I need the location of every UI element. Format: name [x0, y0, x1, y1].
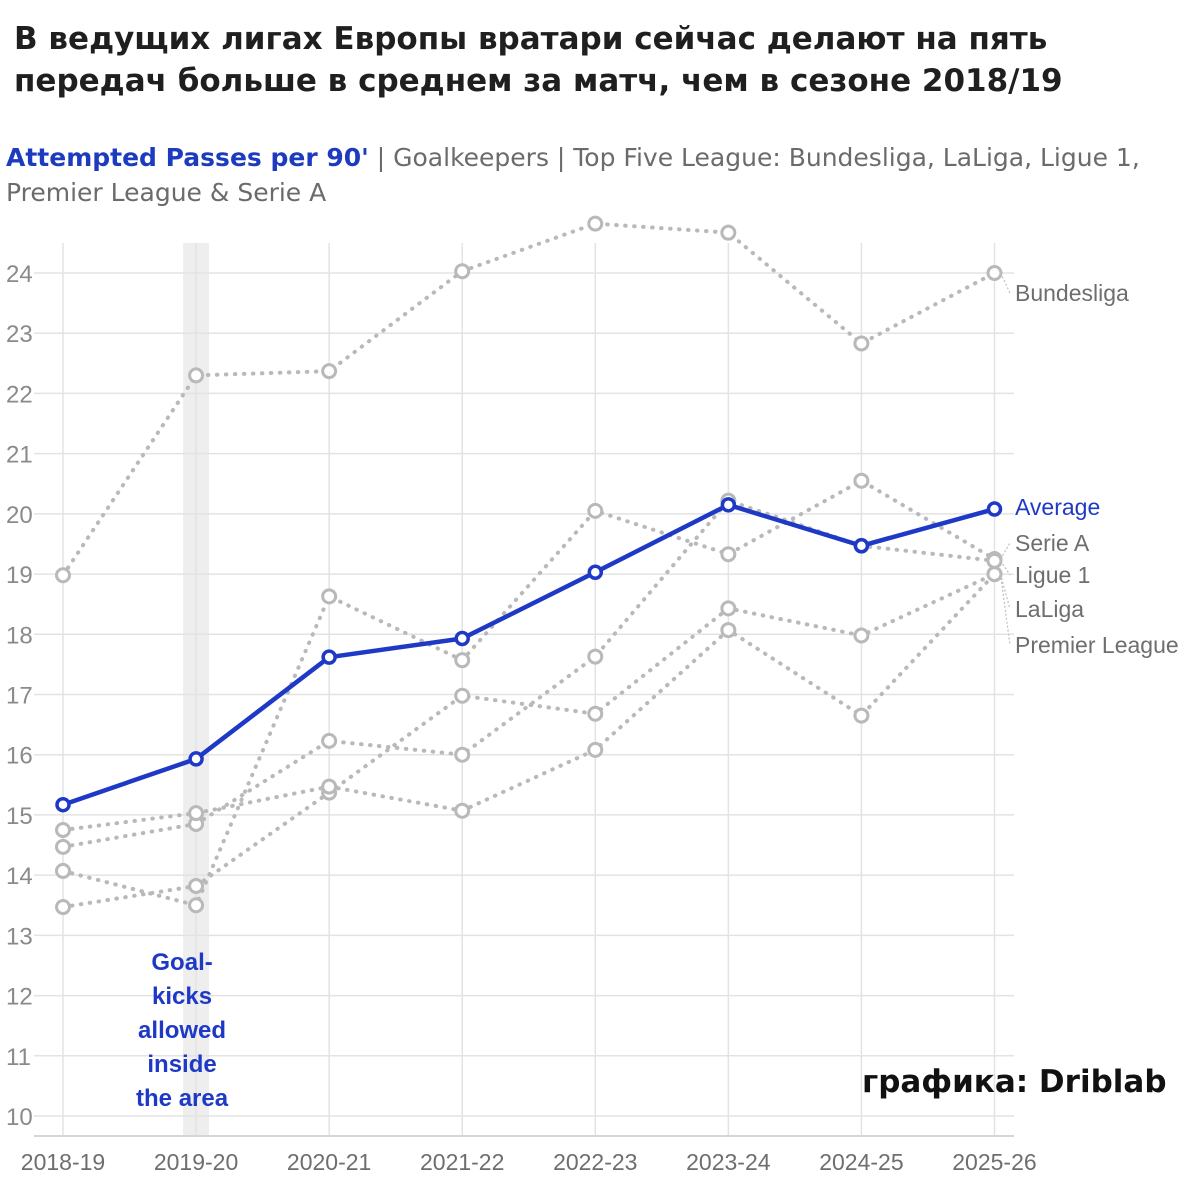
data-point-premier-league — [188, 805, 205, 822]
data-point-ligue-1 — [321, 732, 338, 749]
data-point-premier-league — [321, 778, 338, 795]
legend-label-average: Average — [1015, 494, 1100, 520]
y-tick-label: 15 — [6, 803, 33, 830]
y-tick-label: 19 — [6, 562, 33, 589]
y-tick-label: 22 — [6, 381, 33, 408]
chart-subtitle: Attempted Passes per 90' | Goalkeepers |… — [6, 140, 1196, 210]
data-point-average — [986, 501, 1003, 517]
data-point-serie-a — [587, 502, 604, 519]
data-point-serie-a — [454, 652, 471, 669]
data-point-bundesliga — [853, 335, 870, 352]
data-point-bundesliga — [986, 265, 1003, 281]
legend-leader-ligue-1 — [999, 560, 1011, 576]
data-point-serie-a — [720, 546, 737, 563]
data-point-serie-a — [853, 472, 870, 489]
legend-label-laliga: LaLiga — [1015, 596, 1084, 622]
annotation-text-line: Goal- — [151, 949, 212, 976]
data-point-premier-league — [720, 622, 737, 639]
data-point-average — [454, 630, 470, 647]
series-line-laliga — [61, 572, 997, 910]
series-line-bundesliga — [61, 221, 997, 578]
data-point-serie-a — [188, 897, 205, 914]
x-tick-label: 2024-25 — [819, 1149, 903, 1175]
data-point-premier-league — [853, 707, 870, 724]
legend-leader-serie-a — [999, 542, 1011, 560]
y-tick-label: 23 — [6, 321, 33, 348]
y-tick-label: 10 — [6, 1104, 33, 1131]
data-point-bundesliga — [55, 567, 71, 584]
page-headline: В ведущих лигах Европы вратари сейчас де… — [14, 21, 1063, 99]
data-point-laliga — [853, 627, 870, 644]
annotation-text-line: the area — [136, 1085, 229, 1112]
x-tick-label: 2021-22 — [420, 1149, 504, 1175]
series-line-serie-a — [61, 478, 997, 908]
legend-label-premier-league: Premier League — [1015, 632, 1179, 658]
data-point-ligue-1 — [55, 838, 71, 855]
data-point-laliga — [55, 899, 71, 916]
series-line-average — [60, 502, 997, 807]
annotation-text-line: kicks — [152, 983, 212, 1010]
series-line-ligue-1 — [61, 498, 997, 849]
y-tick-label: 18 — [6, 622, 33, 649]
x-tick-label: 2018-19 — [21, 1149, 105, 1175]
series-premier-league — [55, 566, 1003, 838]
data-point-bundesliga — [188, 367, 205, 384]
data-point-laliga — [720, 600, 737, 617]
x-tick-label: 2020-21 — [287, 1149, 371, 1175]
data-point-average — [321, 649, 337, 665]
data-point-serie-a — [321, 588, 338, 605]
y-tick-label: 13 — [6, 923, 33, 950]
data-point-bundesliga — [587, 215, 604, 232]
credit-label: графика: Driblab — [862, 1064, 1167, 1100]
y-tick-label: 14 — [6, 863, 33, 890]
legend-label-ligue-1: Ligue 1 — [1015, 562, 1090, 588]
legend-label-serie-a: Serie A — [1015, 530, 1090, 556]
data-point-premier-league — [454, 802, 471, 819]
data-point-laliga — [587, 705, 604, 722]
data-point-average — [853, 538, 870, 554]
data-point-ligue-1 — [587, 648, 604, 665]
chart-title-highlight: Attempted Passes per 90' — [6, 143, 369, 172]
y-tick-label: 16 — [6, 743, 33, 770]
y-tick-label: 11 — [6, 1044, 31, 1071]
series-line-premier-league — [61, 572, 997, 832]
y-tick-label: 21 — [6, 442, 33, 469]
data-point-ligue-1 — [986, 552, 1003, 569]
data-point-premier-league — [55, 821, 71, 838]
annotation-text-line: allowed — [138, 1017, 226, 1044]
legend-label-bundesliga: Bundesliga — [1015, 280, 1129, 306]
data-point-ligue-1 — [454, 746, 471, 763]
data-point-laliga — [188, 877, 205, 894]
x-tick-label: 2022-23 — [553, 1149, 637, 1175]
series-average — [55, 497, 1003, 813]
x-tick-label: 2025-26 — [952, 1149, 1036, 1175]
data-point-average — [587, 564, 604, 581]
annotation-text-line: inside — [147, 1051, 216, 1078]
data-point-premier-league — [587, 741, 604, 758]
series-serie-a — [55, 472, 1003, 914]
chart-title-rest: | Goalkeepers | Top Five League: Bundesl… — [6, 143, 1140, 207]
data-point-average — [188, 751, 204, 767]
y-tick-label: 24 — [6, 261, 33, 288]
x-tick-label: 2019-20 — [154, 1149, 238, 1175]
data-point-bundesliga — [720, 224, 737, 241]
legend-leader-bundesliga — [999, 272, 1011, 294]
y-tick-label: 20 — [6, 502, 33, 529]
data-point-serie-a — [55, 862, 71, 879]
data-point-bundesliga — [454, 263, 471, 280]
x-tick-label: 2023-24 — [686, 1149, 771, 1175]
series-bundesliga — [55, 215, 1003, 584]
legend-leader-laliga — [999, 573, 1011, 610]
y-tick-label: 12 — [6, 984, 33, 1011]
data-point-laliga — [454, 687, 471, 704]
data-point-average — [720, 497, 737, 513]
data-point-bundesliga — [321, 363, 338, 380]
y-tick-label: 17 — [6, 683, 33, 710]
data-point-average — [55, 796, 71, 813]
data-point-premier-league — [986, 566, 1003, 583]
